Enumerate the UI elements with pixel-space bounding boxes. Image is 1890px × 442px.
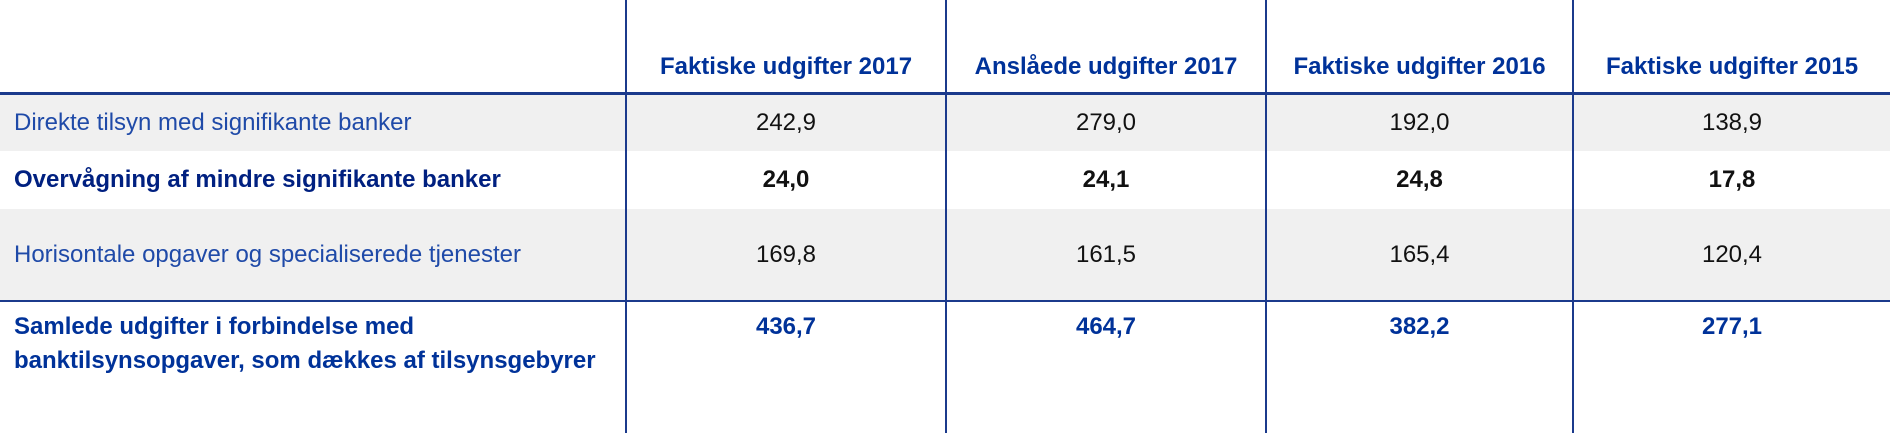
table-row: Overvågning af mindre signifikante banke… [0, 151, 1890, 209]
column-header: Anslåede udgifter 2017 [945, 0, 1266, 95]
value-cell: 279,0 [945, 93, 1266, 151]
value-cell: 24,0 [625, 151, 946, 209]
value-cell: 120,4 [1572, 209, 1890, 302]
header-row: Faktiske udgifter 2017 Anslåede udgifter… [0, 0, 1890, 95]
table-row: Samlede udgifter i forbindelse med bankt… [0, 301, 1890, 433]
value-cell: 17,8 [1572, 151, 1890, 209]
value-cell: 382,2 [1265, 301, 1573, 433]
value-cell: 138,9 [1572, 93, 1890, 151]
value-cell: 192,0 [1265, 93, 1573, 151]
value-cell: 464,7 [945, 301, 1266, 433]
value-cell: 277,1 [1572, 301, 1890, 433]
value-cell: 242,9 [625, 93, 946, 151]
table-body: Direkte tilsyn med signifikante banker 24… [0, 93, 1890, 433]
row-label: Horisontale opgaver og specialiserede tj… [0, 209, 626, 302]
row-label: Direkte tilsyn med signifikante banker [14, 108, 412, 136]
column-header: Faktiske udgifter 2017 [625, 0, 946, 95]
table-row: Horisontale opgaver og specialiserede tj… [0, 209, 1890, 302]
cost-table: Faktiske udgifter 2017 Anslåede udgifter… [0, 0, 1890, 433]
value-cell: 24,1 [945, 151, 1266, 209]
value-cell: 436,7 [625, 301, 946, 433]
corner-cell [0, 0, 626, 95]
column-header: Faktiske udgifter 2016 [1265, 0, 1573, 95]
row-label: Overvågning af mindre signifikante banke… [14, 166, 501, 193]
value-cell: 165,4 [1265, 209, 1573, 302]
column-header: Faktiske udgifter 2015 [1572, 0, 1890, 95]
table-row: Direkte tilsyn med signifikante banker 24… [0, 93, 1890, 151]
value-cell: 161,5 [945, 209, 1266, 302]
row-label: Samlede udgifter i forbindelse med bankt… [14, 313, 596, 374]
value-cell: 24,8 [1265, 151, 1573, 209]
value-cell: 169,8 [625, 209, 946, 302]
